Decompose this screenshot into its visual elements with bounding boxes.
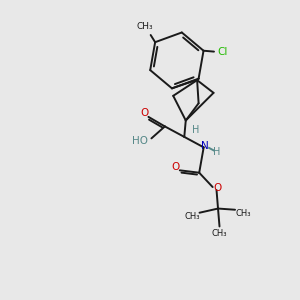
Text: CH₃: CH₃ [185, 212, 200, 221]
Text: CH₃: CH₃ [136, 22, 153, 31]
Text: O: O [213, 183, 221, 193]
Text: O: O [141, 108, 149, 118]
Text: CH₃: CH₃ [236, 208, 251, 217]
Text: Cl: Cl [218, 47, 228, 57]
Text: H: H [212, 147, 220, 157]
Text: CH₃: CH₃ [212, 229, 227, 238]
Text: HO: HO [132, 136, 148, 146]
Text: N: N [201, 141, 209, 152]
Text: H: H [192, 125, 199, 135]
Text: O: O [172, 162, 180, 172]
